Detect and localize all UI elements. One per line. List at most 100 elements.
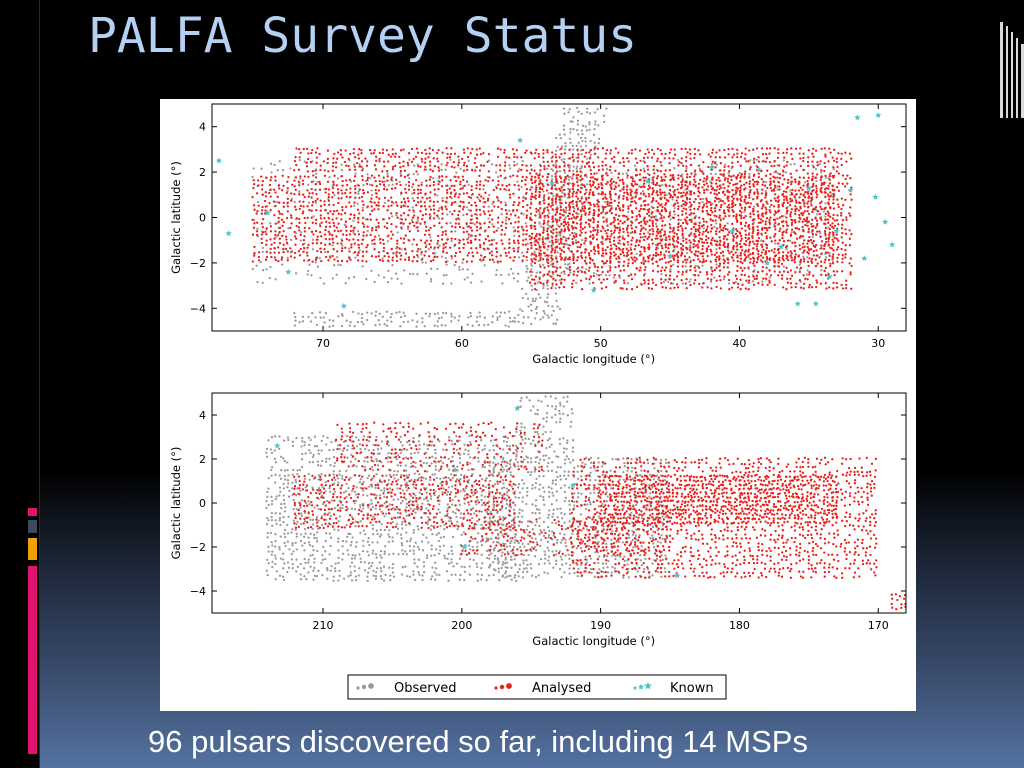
point-analysed [622, 188, 625, 191]
point-observed [709, 172, 713, 175]
point-analysed [575, 215, 579, 219]
point-analysed [732, 236, 735, 239]
point-analysed [303, 230, 306, 233]
point-analysed [807, 230, 810, 234]
point-analysed [785, 195, 788, 198]
point-analysed [572, 205, 575, 209]
point-analysed [675, 199, 678, 202]
point-analysed [370, 229, 374, 232]
point-analysed [341, 206, 344, 209]
point-observed [467, 316, 470, 319]
point-analysed [315, 156, 319, 159]
point-analysed [568, 190, 571, 193]
point-analysed [337, 201, 340, 205]
point-observed [512, 160, 516, 163]
point-analysed [794, 210, 797, 213]
point-analysed [684, 204, 687, 207]
point-analysed [530, 192, 534, 195]
point-analysed [621, 178, 624, 181]
point-analysed [701, 186, 704, 189]
point-analysed [549, 205, 553, 208]
point-analysed [635, 169, 638, 172]
point-analysed [622, 194, 625, 198]
point-observed [542, 190, 545, 193]
point-observed [671, 198, 674, 201]
point-analysed [610, 187, 613, 191]
point-analysed [301, 212, 304, 215]
point-observed [588, 282, 591, 285]
point-observed [521, 296, 524, 300]
point-analysed [515, 149, 518, 152]
point-analysed [744, 206, 747, 209]
point-analysed [652, 189, 655, 192]
point-analysed [832, 240, 835, 244]
point-analysed [473, 161, 477, 165]
point-analysed [811, 177, 814, 181]
point-analysed [699, 169, 702, 172]
point-analysed [664, 152, 667, 156]
point-analysed [542, 226, 545, 229]
point-analysed [415, 147, 419, 150]
point-analysed [454, 175, 457, 179]
point-analysed [738, 209, 742, 213]
point-analysed [294, 155, 297, 159]
point-analysed [803, 205, 806, 208]
point-analysed [606, 202, 609, 206]
point-analysed [714, 219, 717, 222]
point-analysed [428, 243, 431, 246]
point-analysed [252, 226, 256, 229]
point-analysed [806, 202, 809, 205]
point-analysed [505, 184, 508, 188]
point-analysed [581, 148, 585, 152]
point-analysed [416, 151, 420, 154]
point-analysed [689, 241, 692, 244]
point-analysed [531, 181, 534, 185]
point-analysed [453, 189, 456, 192]
point-analysed [504, 226, 508, 230]
point-analysed [335, 226, 338, 229]
point-analysed [352, 147, 356, 151]
point-analysed [274, 175, 277, 178]
point-analysed [823, 191, 826, 194]
point-analysed [555, 181, 558, 184]
point-analysed [850, 198, 853, 201]
point-observed [586, 111, 589, 114]
point-analysed [295, 217, 298, 220]
point-observed [713, 276, 716, 279]
point-analysed [752, 213, 755, 216]
point-analysed [811, 175, 814, 178]
point-analysed [601, 249, 604, 252]
point-analysed [389, 155, 393, 158]
point-analysed [541, 175, 544, 178]
point-analysed [316, 249, 319, 253]
point-observed [520, 185, 523, 189]
point-observed [255, 264, 258, 267]
point-analysed [512, 174, 515, 177]
point-analysed [457, 213, 460, 217]
point-analysed [806, 216, 809, 219]
point-analysed [824, 218, 827, 221]
point-observed [328, 176, 331, 179]
point-analysed [816, 210, 820, 213]
point-analysed [374, 168, 378, 171]
point-analysed [378, 160, 381, 163]
point-analysed [617, 201, 621, 204]
point-analysed [302, 193, 305, 196]
point-analysed [713, 207, 717, 210]
point-analysed [798, 244, 801, 247]
point-analysed [542, 156, 545, 159]
point-analysed [677, 228, 680, 232]
point-analysed [808, 249, 811, 252]
point-analysed [728, 214, 731, 218]
point-observed [299, 231, 303, 234]
point-analysed [425, 179, 428, 182]
point-observed [448, 210, 452, 213]
point-analysed [803, 196, 807, 199]
point-analysed [413, 224, 416, 227]
point-analysed [420, 157, 423, 161]
point-observed [504, 201, 507, 204]
point-analysed [731, 147, 734, 151]
point-analysed [631, 177, 634, 180]
point-analysed [812, 147, 815, 150]
point-analysed [420, 151, 424, 155]
